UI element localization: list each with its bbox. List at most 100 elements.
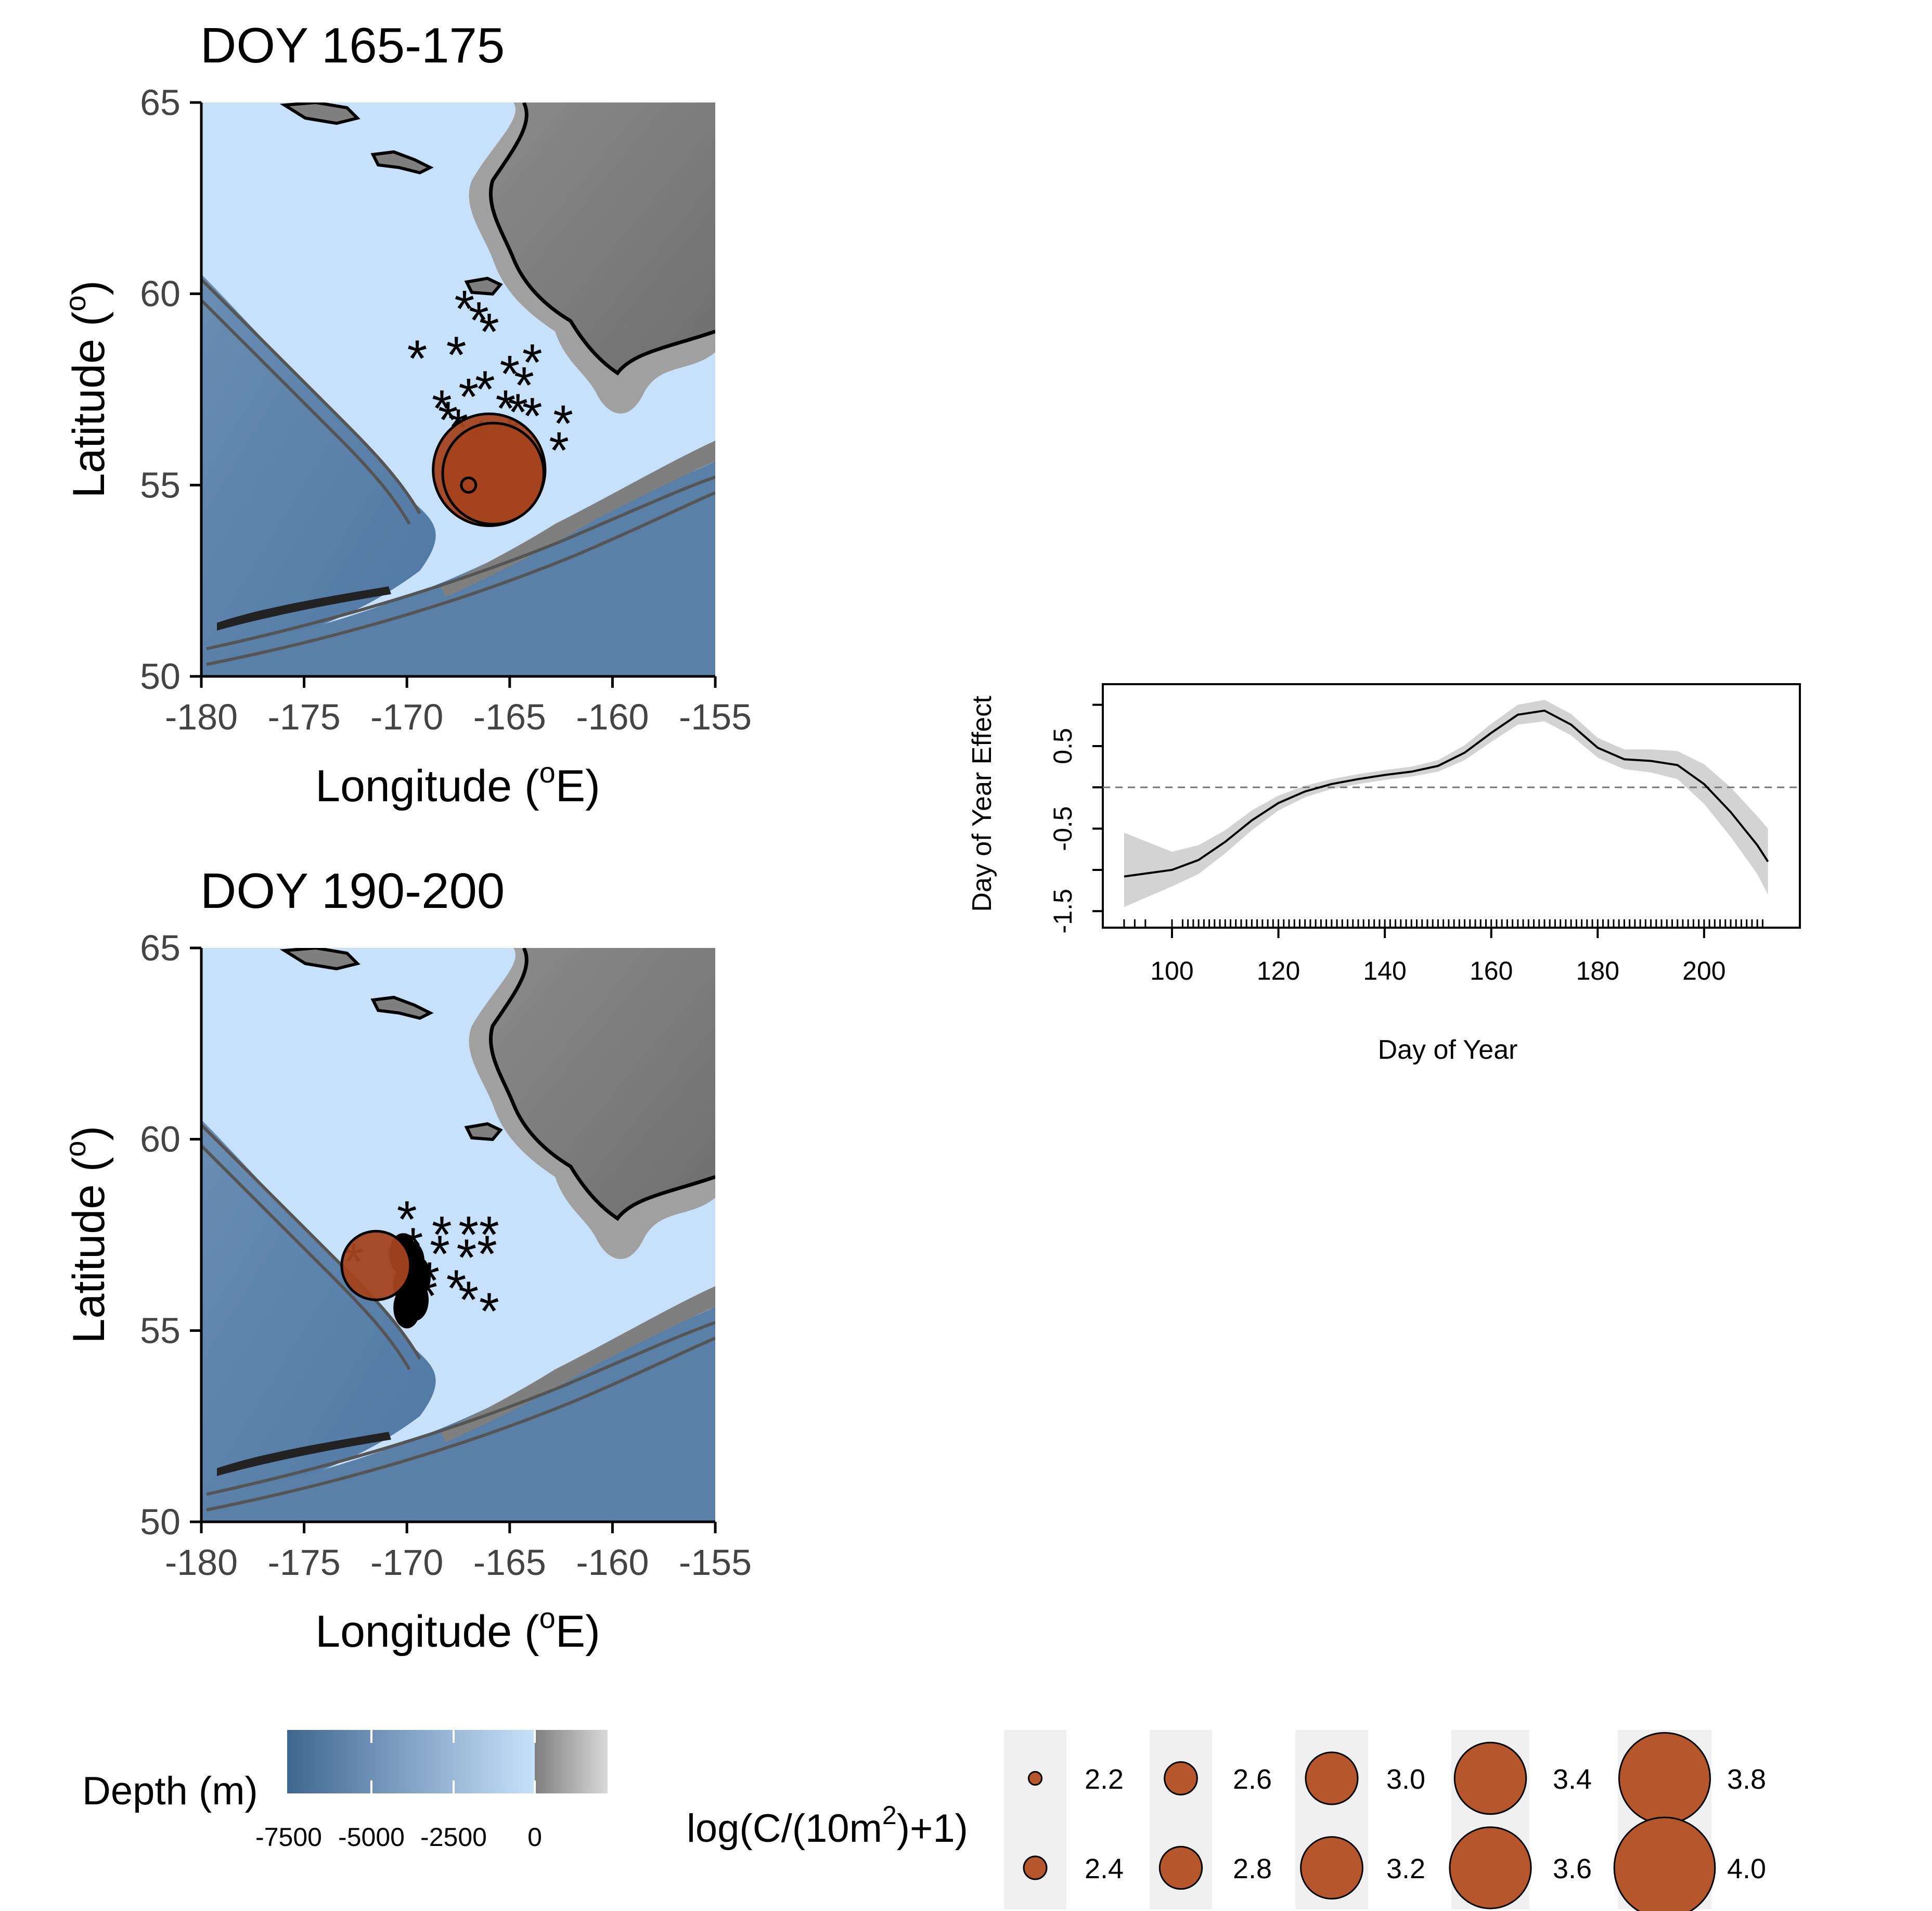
station-asterisk: * (499, 345, 520, 403)
deep-pacific (201, 1307, 715, 1522)
y-tick-label: 60 (140, 274, 181, 314)
y-tick-labels: 50 55 60 65 (140, 82, 201, 697)
station-asterisk: * (456, 1229, 476, 1287)
x-tick-label: 200 (1682, 956, 1725, 985)
effect-curve (1124, 709, 1769, 878)
y-tick-labels: 50 55 60 65 (140, 928, 201, 1542)
map-title: DOY 190-200 (200, 863, 505, 919)
deep-pacific (201, 461, 715, 676)
x-tick-label: -180 (165, 697, 238, 737)
y-axis-label: Latitude (o) (59, 280, 114, 498)
catch-key-circle (1449, 1826, 1532, 1909)
map-panel-doy-165-175: DOY 165-175 ******************** -180 -17… (59, 18, 752, 811)
depth-colorbar-blue (287, 1730, 535, 1793)
catch-key-label: 3.6 (1553, 1853, 1592, 1884)
x-tick-label: -170 (370, 697, 443, 737)
x-tick-label: 160 (1470, 956, 1513, 985)
depth-tick-label: 0 (527, 1823, 542, 1852)
depth-legend-title: Depth (m) (82, 1769, 258, 1813)
y-ticks: -1.5 -0.5 0.5 (1048, 703, 1103, 933)
peninsula (441, 1286, 715, 1442)
station-asterisk: * (397, 1190, 417, 1249)
x-tick-label: -155 (679, 697, 752, 737)
catch-key-label: 4.0 (1727, 1853, 1766, 1884)
catch-key-label: 3.4 (1553, 1764, 1592, 1795)
alaska-land-dark (491, 102, 715, 373)
station-asterisk: * (553, 395, 573, 453)
x-tick-label: -155 (679, 1542, 752, 1583)
catch-key-circle (1613, 1816, 1716, 1911)
depth-colorbar-grey (535, 1730, 608, 1793)
x-tick-labels: -180 -175 -170 -165 -160 -155 (165, 676, 752, 737)
station-asterisk: * (432, 379, 452, 438)
station-asterisk: * (417, 1267, 437, 1325)
coast-outline (488, 948, 715, 1221)
station-asterisk: * (454, 280, 474, 338)
contour-lines (201, 1123, 715, 1511)
catch-size-legend: log(C/(10m2)+1) 2.2 2.4 2.6 2.8 3.0 3.2 3.4 3.6… (687, 1730, 1766, 1911)
station-asterisk: * (475, 361, 495, 419)
x-tick-label: -170 (370, 1542, 443, 1583)
island-st-lawrence (370, 150, 434, 175)
station-asterisk: * (479, 1206, 499, 1264)
deep-basin (201, 274, 436, 654)
catch-key-circle (1305, 1751, 1359, 1805)
alaska-land-dark (491, 948, 715, 1219)
station-asterisk: * (407, 330, 427, 388)
station-asterisk: * (430, 1225, 450, 1283)
map-marks: *************** (340, 1190, 499, 1341)
island-nunivak (464, 276, 503, 296)
station-asterisk: * (479, 1282, 499, 1341)
depth-tick-label: -5000 (338, 1823, 405, 1852)
station-asterisk: * (469, 291, 489, 350)
catch-key-circle (1158, 1845, 1203, 1890)
y-tick-label: 55 (140, 465, 181, 505)
catch-circle (460, 476, 478, 494)
station-asterisk: * (446, 1259, 467, 1317)
catch-key-label: 2.8 (1233, 1853, 1272, 1884)
map-area: ******************** (201, 102, 715, 676)
catch-key-label: 3.2 (1386, 1853, 1425, 1884)
depth-tick-marks: -7500 -5000 -2500 0 (255, 1730, 542, 1852)
catch-legend-keys: 2.2 2.4 2.6 2.8 3.0 3.2 3.4 3.6 3.8 4.0 (1004, 1730, 1766, 1911)
catch-legend-title: log(C/(10m2)+1) (687, 1801, 968, 1851)
y-tick-label: -0.5 (1048, 806, 1077, 851)
catch-circle (441, 421, 545, 525)
map-panel-doy-190-200: DOY 190-200 *************** -180 -175 -170… (59, 863, 752, 1657)
x-tick-label: 140 (1363, 956, 1406, 985)
catch-key-circle (1027, 1771, 1043, 1786)
y-tick-label: 60 (140, 1119, 181, 1160)
map-area: *************** (201, 948, 715, 1522)
y-tick-label: -1.5 (1048, 889, 1077, 933)
x-ticks: 100 120 140 160 180 200 (1150, 928, 1726, 985)
plot-content (1103, 700, 1800, 928)
x-tick-label: -165 (473, 1542, 546, 1583)
dense-station-cluster (393, 1287, 421, 1329)
island-chain (217, 586, 391, 631)
y-axis-label: Latitude (o) (59, 1126, 114, 1343)
station-asterisk: * (458, 1206, 479, 1264)
x-tick-label: -180 (165, 1542, 238, 1583)
island-north (279, 102, 360, 125)
station-asterisk: * (419, 1252, 440, 1310)
catch-key-background (1004, 1730, 1066, 1909)
catch-key-label: 2.4 (1085, 1853, 1124, 1884)
x-tick-label: -160 (576, 697, 649, 737)
y-tick-label: 50 (140, 1502, 181, 1542)
doy-effect-plot: 100 120 140 160 180 200 -1.5 -0.5 0.5 Day of Ye… (967, 683, 1801, 1065)
x-tick-label: -165 (473, 697, 546, 737)
x-axis-label: Longitude (oE) (315, 1601, 600, 1657)
catch-key-circle (1453, 1741, 1527, 1815)
y-tick-label: 0.5 (1048, 728, 1077, 764)
depth-legend: Depth (m) -7500 -5000 -2500 0 (82, 1730, 608, 1852)
station-asterisk: * (446, 326, 467, 384)
station-asterisk: * (549, 421, 569, 480)
x-axis-label: Day of Year (1378, 1035, 1518, 1065)
station-asterisk: * (477, 1225, 497, 1283)
x-tick-label: 180 (1576, 956, 1619, 985)
x-axis-label: Longitude (oE) (315, 756, 600, 811)
confidence-band (1124, 700, 1768, 907)
contour-lines (201, 278, 715, 666)
depth-tick-label: -2500 (420, 1823, 487, 1852)
